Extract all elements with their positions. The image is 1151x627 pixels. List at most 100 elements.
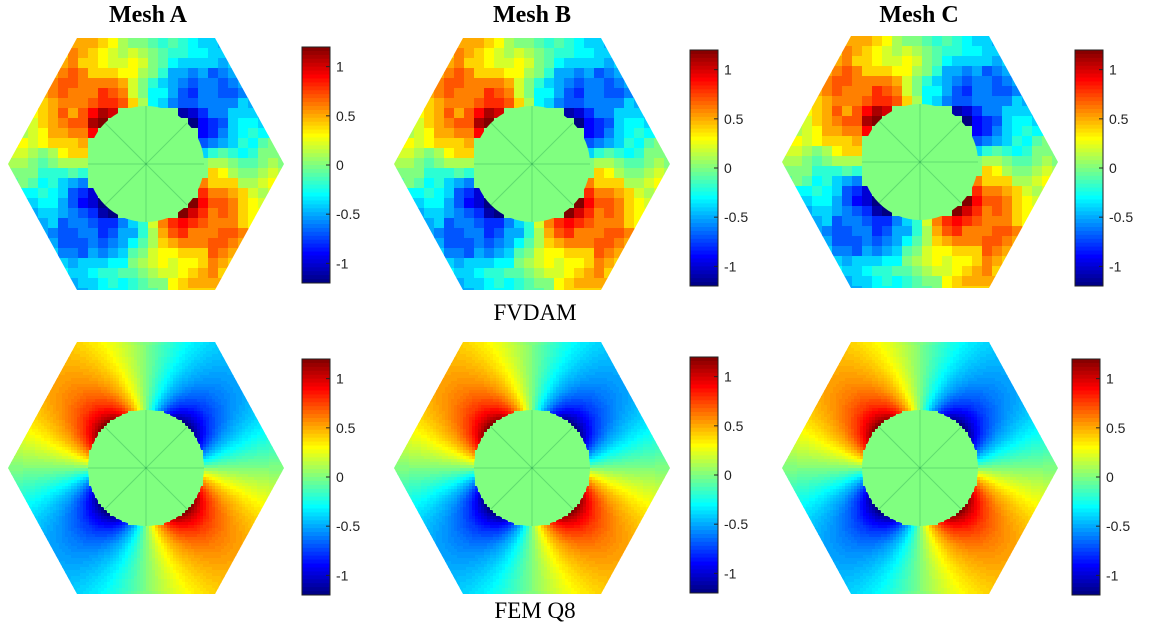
colorbar-segment	[690, 258, 718, 263]
colorbar-segment	[690, 171, 718, 177]
colorbar-segment	[302, 82, 330, 87]
colorbar-segment	[690, 250, 718, 256]
colorbar-segment	[690, 526, 718, 531]
colorbar-segment	[302, 528, 330, 533]
colorbar-segment	[1072, 488, 1100, 494]
colorbar-segment	[1075, 101, 1103, 106]
colorbar-segment	[302, 465, 330, 470]
colorbar-segment	[1072, 551, 1100, 557]
colorbar-segment	[302, 98, 330, 103]
colorbar-segment	[690, 561, 718, 566]
column-title-mesh-a: Mesh A	[28, 2, 268, 29]
colorbar-segment	[690, 211, 718, 216]
colorbar-segment	[302, 414, 330, 419]
colorbar-segment	[1075, 195, 1103, 200]
colorbar-segment	[302, 90, 330, 95]
colorbar-segment	[302, 259, 330, 264]
colorbar-segment	[1075, 136, 1103, 141]
colorbar-segment	[302, 86, 330, 91]
colorbar-segment	[690, 510, 718, 515]
colorbar-segment	[1072, 583, 1100, 588]
colorbar-segment	[690, 223, 718, 228]
colorbar-segment	[1075, 116, 1103, 122]
colorbar-segment	[302, 184, 330, 190]
colorbar-segment	[690, 219, 718, 224]
inclusion-sector-line	[531, 122, 574, 165]
column-title-mesh-b: Mesh B	[412, 2, 652, 29]
colorbar-segment	[690, 109, 718, 114]
colorbar-tick-label: 0.5	[1106, 420, 1126, 436]
colorbar-segment	[690, 502, 718, 507]
colorbar-segment	[302, 129, 330, 135]
colorbar-segment	[1075, 109, 1103, 114]
colorbar-segment	[1072, 418, 1100, 423]
colorbar-segment	[302, 47, 330, 52]
inclusion-sector-line	[145, 163, 188, 206]
colorbar-segment	[1072, 410, 1100, 415]
colorbar-segment	[1072, 390, 1100, 395]
colorbar-segment	[302, 145, 330, 150]
colorbar-segment	[302, 267, 330, 272]
colorbar-segment	[690, 112, 718, 118]
colorbar-segment	[690, 53, 718, 59]
colorbar-segment	[302, 165, 330, 170]
colorbar-segment	[690, 384, 718, 389]
colorbar-segment	[302, 421, 330, 427]
colorbar-segment	[1072, 532, 1100, 537]
colorbar-segment	[302, 137, 330, 142]
inclusion-disk	[474, 106, 590, 222]
colorbar-segment	[690, 69, 718, 75]
colorbar-tick-label: 1	[1109, 62, 1117, 78]
colorbar-segment	[1072, 386, 1100, 391]
colorbar-segment	[1072, 473, 1100, 478]
colorbar-segment	[690, 61, 718, 67]
colorbar-segment	[302, 532, 330, 537]
inclusion-sector-line	[145, 467, 188, 510]
colorbar-segment	[302, 551, 330, 557]
colorbar-segment	[302, 153, 330, 158]
inclusion-sector-line	[919, 120, 962, 163]
colorbar-tick-label: 0.5	[1109, 111, 1129, 127]
colorbar-segment	[690, 585, 718, 590]
colorbar-segment	[690, 388, 718, 393]
colorbar-segment	[302, 117, 330, 123]
colorbar-tick-label: 1	[336, 371, 344, 387]
colorbar-tick-label: 0	[1106, 469, 1114, 485]
inclusion-sector-line	[878, 120, 921, 163]
inclusion-sector-line	[531, 163, 574, 206]
colorbar-segment	[302, 62, 330, 68]
colorbar-segment	[1075, 57, 1103, 63]
colorbar-segment	[302, 74, 330, 79]
colorbar-segment	[690, 412, 718, 417]
colorbar-segment	[302, 563, 330, 568]
colorbar-segment	[302, 425, 330, 431]
inclusion-disk	[88, 106, 204, 222]
colorbar-tick-label: 1	[1106, 371, 1114, 387]
colorbar-segment	[302, 500, 330, 506]
colorbar-segment	[302, 394, 330, 399]
colorbar-segment	[302, 484, 330, 490]
colorbar-segment	[1072, 362, 1100, 368]
colorbar-segment	[1072, 575, 1100, 580]
colorbar-segment	[1075, 270, 1103, 275]
colorbar-segment	[690, 81, 718, 86]
inclusion-sector-line	[104, 467, 147, 510]
colorbar-segment	[302, 543, 330, 549]
colorbar-segment	[690, 274, 718, 279]
colorbar-segment	[302, 251, 330, 256]
inclusion-sector-line	[145, 426, 188, 469]
colorbar-segment	[1075, 148, 1103, 153]
colorbar-segment	[1075, 164, 1103, 169]
colorbar-segment	[690, 514, 718, 519]
colorbar-segment	[302, 275, 330, 280]
colorbar-segment	[1075, 187, 1103, 193]
colorbar-fem-mesh-b: 1 0.5 0 -0.5 -1	[689, 356, 748, 594]
colorbar-segment	[1072, 587, 1100, 592]
colorbar-segment	[302, 370, 330, 376]
colorbar-tick-label: 0	[336, 157, 344, 173]
colorbar-segment	[1072, 524, 1100, 529]
colorbar-segment	[1075, 179, 1103, 185]
colorbar-segment	[302, 157, 330, 162]
colorbar-segment	[690, 148, 718, 153]
colorbar-tick-label: 0	[336, 469, 344, 485]
